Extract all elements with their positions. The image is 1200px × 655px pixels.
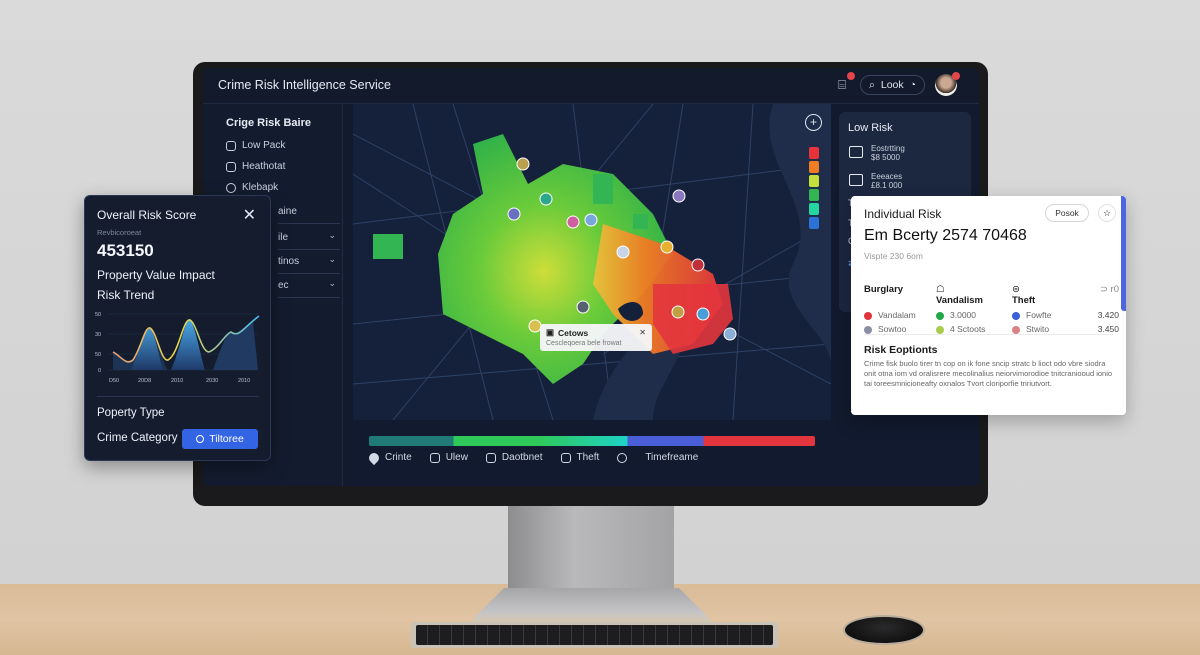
risk-explanation-title: Risk Eoptionts bbox=[864, 344, 938, 356]
app-header: Crime Risk Intelligence Service ⌸ ⌕ Look… bbox=[203, 68, 979, 104]
table-row: Vandalam 3.0000 Fowfte 3.420 bbox=[864, 310, 1119, 320]
filter-timeframe[interactable]: Timefreame bbox=[645, 452, 699, 463]
overall-risk-subtitle: Revbicoroeat bbox=[97, 228, 142, 237]
filter-bar: Crinte Ulew Daotbnet Theft Timefreame bbox=[366, 450, 699, 465]
svg-text:30: 30 bbox=[95, 332, 101, 338]
risk-explanation-text: Crime fisk buolo tirer tn cop on ik fone… bbox=[864, 359, 1113, 388]
overall-risk-title: Overall Risk Score bbox=[97, 208, 197, 222]
avatar-badge bbox=[952, 72, 960, 80]
pin-icon bbox=[366, 450, 382, 465]
sidebar-row-3[interactable]: tinos ⌄ bbox=[278, 252, 340, 274]
notifications-icon[interactable]: ⌸ bbox=[834, 72, 855, 93]
individual-risk-card: Individual Risk Posok ☆ Em Bcerty 2574 7… bbox=[851, 196, 1126, 415]
individual-risk-title: Individual Risk bbox=[864, 207, 942, 221]
app-screen: Crime Risk Intelligence Service ⌸ ⌕ Look… bbox=[203, 68, 979, 486]
overall-risk-score: 453150 bbox=[97, 241, 154, 260]
legend-swatch-orange bbox=[809, 161, 819, 173]
user-avatar[interactable] bbox=[935, 72, 960, 96]
filter-district[interactable]: Daotbnet bbox=[485, 452, 543, 463]
legend-swatch-yellow bbox=[809, 175, 819, 187]
property-value-impact-label: Property Value Impact bbox=[97, 268, 215, 282]
search-icon: ⌕ bbox=[868, 78, 875, 91]
legend-swatch-blue bbox=[809, 217, 819, 229]
monitor-stand bbox=[508, 506, 674, 596]
search-button[interactable]: ⌕ Look ◔ bbox=[859, 75, 925, 95]
low-risk-item-2[interactable]: Eeeaces £8.1 000 bbox=[849, 172, 902, 190]
low-risk-title: Low Risk bbox=[848, 122, 893, 134]
fire-icon bbox=[226, 161, 236, 172]
notification-badge bbox=[846, 72, 855, 80]
radio-icon bbox=[196, 435, 205, 443]
briefcase-icon bbox=[849, 174, 863, 186]
overall-risk-card: Overall Risk Score ✕ Revbicoroeat 453150… bbox=[84, 195, 271, 461]
tools-icon[interactable]: ✕ bbox=[639, 328, 646, 337]
filter-crime[interactable]: Crinte bbox=[366, 450, 412, 465]
filter-user[interactable]: Ulew bbox=[429, 452, 468, 463]
clock-icon: ◔ bbox=[909, 79, 916, 91]
sidebar-item-low-pack[interactable]: Low Pack bbox=[226, 140, 285, 151]
svg-text:D50: D50 bbox=[109, 378, 119, 384]
close-icon[interactable]: ✕ bbox=[242, 207, 256, 224]
property-subtitle: Vispte 230 6om bbox=[864, 251, 923, 261]
crime-category-label[interactable]: Crime Category bbox=[97, 432, 178, 444]
svg-text:0: 0 bbox=[98, 368, 101, 374]
keyboard bbox=[411, 622, 778, 648]
scrollbar[interactable] bbox=[1121, 196, 1126, 311]
map-graphic bbox=[353, 104, 831, 420]
theft-icon: ⊜ bbox=[1012, 284, 1020, 295]
legend-swatch-green bbox=[809, 189, 819, 201]
filter-theft[interactable]: Theft bbox=[560, 452, 599, 463]
app-title: Crime Risk Intelligence Service bbox=[218, 78, 391, 92]
low-risk-item-1[interactable]: Eostrtting $8 5000 bbox=[849, 144, 905, 162]
zoom-in-button[interactable]: + bbox=[805, 114, 822, 131]
calendar-icon: ▣ bbox=[546, 327, 555, 337]
filter-button[interactable]: Tiltoree bbox=[182, 429, 258, 449]
chevron-down-icon: ⌄ bbox=[328, 278, 336, 288]
sidebar-item-klebapk[interactable]: Klebapk bbox=[226, 182, 278, 193]
risk-trend-chart: 50 30 50 0 D50 20D8 2010 2030 2010 bbox=[95, 312, 260, 384]
group-icon bbox=[617, 452, 628, 463]
sidebar-title: Crige Risk Baire bbox=[226, 117, 311, 129]
risk-color-legend bbox=[809, 147, 819, 229]
sidebar-row-2[interactable]: ile ⌄ bbox=[278, 228, 340, 250]
legend-swatch-red bbox=[809, 147, 819, 159]
shield-icon bbox=[226, 140, 236, 151]
home-icon bbox=[849, 146, 863, 158]
divider bbox=[97, 396, 259, 397]
sidebar-item-heathotat[interactable]: Heathotat bbox=[226, 161, 285, 172]
sidebar-row-4[interactable]: ec ⌄ bbox=[278, 276, 340, 298]
star-icon[interactable]: ☆ bbox=[1098, 204, 1116, 222]
map-tooltip: ▣ Cetows Cescleqoera bele frowat ✕ bbox=[540, 324, 652, 351]
posok-button[interactable]: Posok bbox=[1045, 204, 1089, 222]
table-header: Burglary ☖ Vandalism ⊜ Theft ⊃ r0 bbox=[864, 284, 1119, 306]
chat-icon bbox=[226, 182, 236, 193]
property-type-label[interactable]: Poperty Type bbox=[97, 407, 165, 419]
svg-text:2010: 2010 bbox=[238, 378, 250, 384]
crime-breakdown-table: Burglary ☖ Vandalism ⊜ Theft ⊃ r0 Vandalam… bbox=[864, 284, 1119, 334]
legend-swatch-teal bbox=[809, 203, 819, 215]
divider bbox=[864, 334, 1114, 335]
mouse bbox=[843, 615, 925, 645]
card-icon bbox=[560, 452, 571, 463]
risk-trend-label: Risk Trend bbox=[97, 288, 155, 302]
property-id: Em Bcerty 2574 70468 bbox=[864, 227, 1027, 244]
mask-icon: ☖ bbox=[936, 284, 945, 295]
building-icon bbox=[485, 452, 496, 463]
chevron-down-icon: ⌄ bbox=[328, 230, 336, 240]
crime-heatmap[interactable]: + ▣ Cetows Cescleqoera bele frowat ✕ bbox=[353, 104, 831, 420]
user-icon bbox=[429, 452, 440, 463]
chevron-down-icon: ⌄ bbox=[328, 254, 336, 264]
svg-text:20D8: 20D8 bbox=[138, 378, 151, 384]
monitor-stand-base bbox=[470, 588, 713, 622]
svg-text:2030: 2030 bbox=[206, 378, 218, 384]
svg-text:50: 50 bbox=[95, 352, 101, 358]
filter-group[interactable] bbox=[617, 452, 628, 463]
sidebar-row-1[interactable]: aine bbox=[278, 202, 340, 224]
risk-gradient-bar bbox=[369, 436, 815, 446]
search-label: Look bbox=[880, 79, 904, 91]
svg-text:2010: 2010 bbox=[171, 378, 183, 384]
svg-text:50: 50 bbox=[95, 312, 101, 318]
table-row: Sowtoo 4 Sctoots Stwito 3.450 bbox=[864, 324, 1119, 334]
